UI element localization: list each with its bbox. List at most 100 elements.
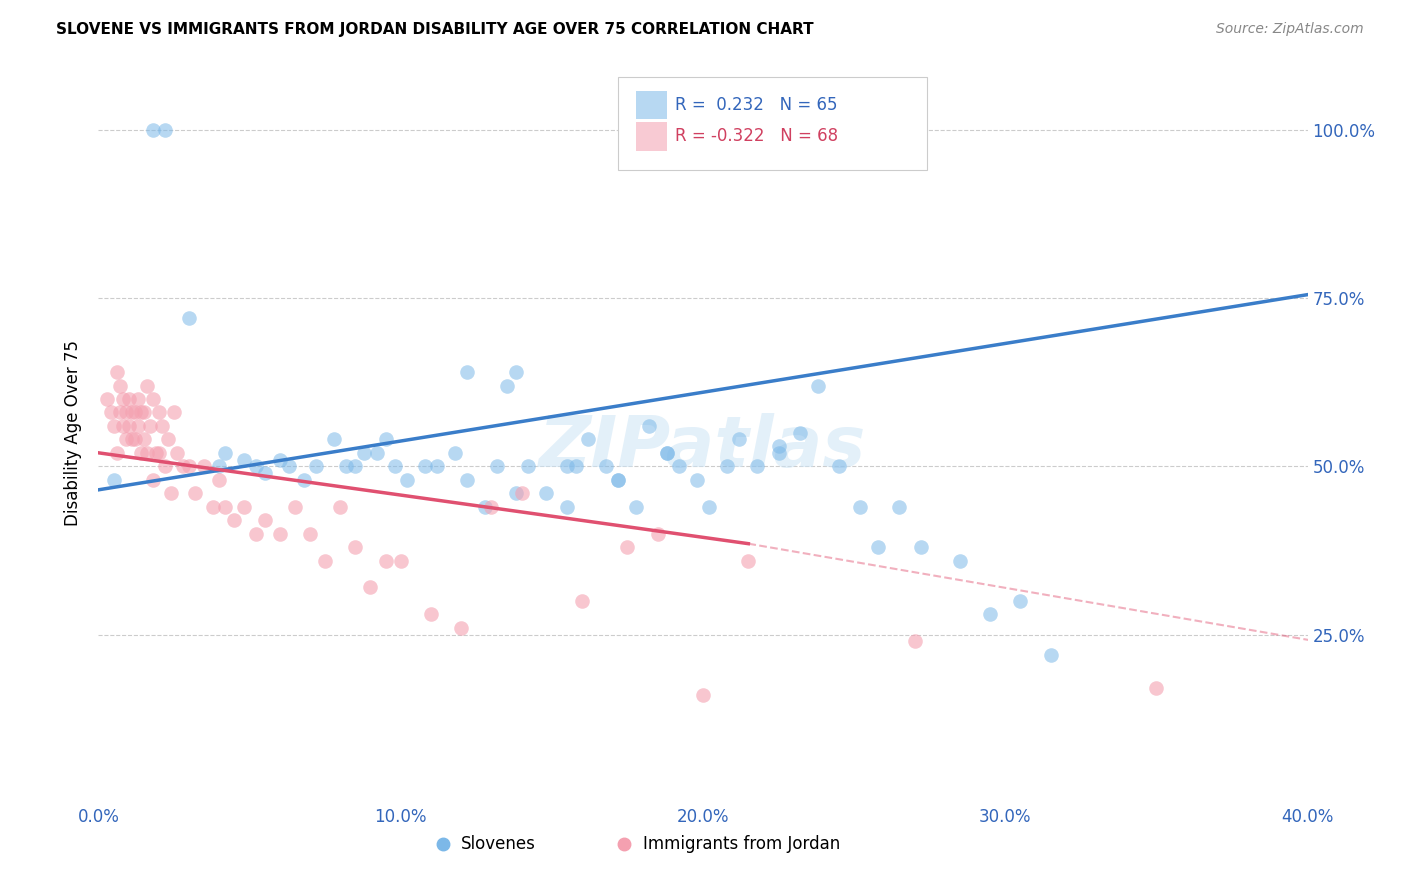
FancyBboxPatch shape bbox=[637, 122, 666, 151]
Point bbox=[121, 405, 143, 419]
Point bbox=[444, 446, 467, 460]
Point bbox=[647, 526, 669, 541]
Text: Source: ZipAtlas.com: Source: ZipAtlas.com bbox=[1216, 22, 1364, 37]
Point bbox=[214, 446, 236, 460]
Point bbox=[245, 459, 267, 474]
Point bbox=[179, 459, 201, 474]
Point bbox=[374, 433, 396, 447]
Point bbox=[737, 553, 759, 567]
FancyBboxPatch shape bbox=[637, 91, 666, 119]
Point bbox=[510, 486, 533, 500]
Point bbox=[768, 446, 790, 460]
Point bbox=[655, 446, 678, 460]
Point bbox=[692, 688, 714, 702]
Point bbox=[135, 378, 157, 392]
Point bbox=[232, 500, 254, 514]
Point bbox=[576, 433, 599, 447]
Point bbox=[142, 473, 165, 487]
Point bbox=[555, 459, 578, 474]
Point bbox=[121, 433, 143, 447]
Point bbox=[145, 446, 167, 460]
Point bbox=[108, 405, 131, 419]
Point bbox=[160, 486, 183, 500]
Point bbox=[111, 392, 134, 406]
Point bbox=[904, 634, 927, 648]
FancyBboxPatch shape bbox=[619, 78, 927, 169]
Point bbox=[269, 452, 291, 467]
Point bbox=[329, 500, 352, 514]
Point bbox=[979, 607, 1001, 622]
Point bbox=[142, 392, 165, 406]
Point bbox=[118, 418, 141, 433]
Point bbox=[269, 526, 291, 541]
Point bbox=[571, 594, 593, 608]
Point bbox=[253, 513, 276, 527]
Point bbox=[426, 459, 449, 474]
Point bbox=[565, 459, 588, 474]
Point bbox=[105, 446, 128, 460]
Point bbox=[214, 500, 236, 514]
Point bbox=[100, 405, 122, 419]
Point bbox=[129, 405, 152, 419]
Point bbox=[505, 486, 527, 500]
Point bbox=[456, 365, 478, 379]
Point bbox=[828, 459, 851, 474]
Point bbox=[277, 459, 299, 474]
Point bbox=[292, 473, 315, 487]
Point bbox=[148, 405, 170, 419]
Point bbox=[103, 473, 125, 487]
Point bbox=[132, 433, 155, 447]
Point bbox=[949, 553, 972, 567]
Point bbox=[389, 553, 412, 567]
Point bbox=[179, 311, 201, 326]
Point bbox=[353, 446, 375, 460]
Point bbox=[807, 378, 830, 392]
Point bbox=[384, 459, 406, 474]
Point bbox=[127, 418, 149, 433]
Text: Slovenes: Slovenes bbox=[461, 835, 536, 853]
Point bbox=[910, 540, 932, 554]
Point bbox=[118, 392, 141, 406]
Point bbox=[686, 473, 709, 487]
Point bbox=[344, 540, 367, 554]
Point bbox=[747, 459, 769, 474]
Point bbox=[481, 500, 503, 514]
Point bbox=[655, 446, 678, 460]
Point bbox=[114, 405, 136, 419]
Point bbox=[202, 500, 225, 514]
Point bbox=[728, 433, 751, 447]
Point bbox=[245, 526, 267, 541]
Point bbox=[450, 621, 472, 635]
Point bbox=[124, 405, 146, 419]
Point bbox=[849, 500, 872, 514]
Point bbox=[172, 459, 194, 474]
Point bbox=[607, 473, 630, 487]
Text: SLOVENE VS IMMIGRANTS FROM JORDAN DISABILITY AGE OVER 75 CORRELATION CHART: SLOVENE VS IMMIGRANTS FROM JORDAN DISABI… bbox=[56, 22, 814, 37]
Point bbox=[420, 607, 443, 622]
Point bbox=[1010, 594, 1032, 608]
Point bbox=[868, 540, 890, 554]
Point bbox=[486, 459, 509, 474]
Point bbox=[253, 466, 276, 480]
Point bbox=[344, 459, 367, 474]
Point bbox=[716, 459, 738, 474]
Text: R =  0.232   N = 65: R = 0.232 N = 65 bbox=[675, 95, 838, 113]
Point bbox=[395, 473, 418, 487]
Point bbox=[105, 365, 128, 379]
Point bbox=[768, 439, 790, 453]
Point bbox=[1144, 681, 1167, 696]
Point bbox=[299, 526, 322, 541]
Point bbox=[495, 378, 517, 392]
Point bbox=[124, 433, 146, 447]
Point bbox=[335, 459, 357, 474]
Point bbox=[114, 433, 136, 447]
Point bbox=[555, 500, 578, 514]
Text: ZIPatlas: ZIPatlas bbox=[540, 413, 866, 482]
Point bbox=[360, 581, 382, 595]
Point bbox=[789, 425, 811, 440]
Y-axis label: Disability Age Over 75: Disability Age Over 75 bbox=[65, 340, 83, 525]
Point bbox=[323, 433, 346, 447]
Point bbox=[534, 486, 557, 500]
Point bbox=[127, 392, 149, 406]
Point bbox=[668, 459, 690, 474]
